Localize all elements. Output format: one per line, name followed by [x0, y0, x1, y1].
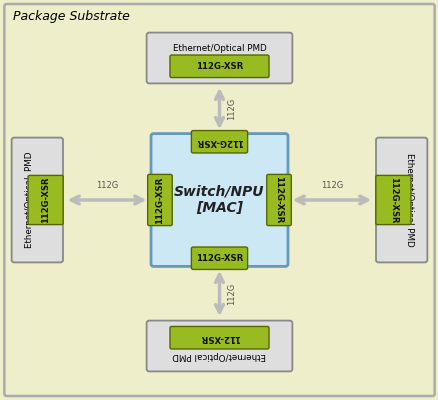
FancyBboxPatch shape — [170, 55, 268, 78]
Text: 112G: 112G — [227, 282, 236, 305]
Text: 112G-XSR: 112G-XSR — [195, 62, 243, 71]
FancyBboxPatch shape — [4, 4, 434, 396]
FancyBboxPatch shape — [12, 138, 63, 262]
Text: 112G-XSR: 112G-XSR — [41, 177, 50, 223]
Text: Ethernet/Optical PMD: Ethernet/Optical PMD — [172, 351, 266, 360]
Text: Switch/NPU
[MAC]: Switch/NPU [MAC] — [174, 185, 264, 215]
FancyBboxPatch shape — [266, 174, 291, 226]
FancyBboxPatch shape — [191, 247, 247, 270]
FancyBboxPatch shape — [146, 321, 292, 371]
Text: 112-XSR: 112-XSR — [199, 333, 239, 342]
FancyBboxPatch shape — [191, 130, 247, 153]
FancyBboxPatch shape — [151, 134, 287, 266]
FancyBboxPatch shape — [28, 175, 63, 225]
FancyBboxPatch shape — [147, 174, 172, 226]
Text: Ethernet/Optical PMD: Ethernet/Optical PMD — [172, 44, 266, 53]
Text: Package Substrate: Package Substrate — [13, 10, 130, 23]
Text: 112G: 112G — [320, 181, 343, 190]
Text: 112G-XSR: 112G-XSR — [195, 137, 243, 146]
Text: 112G: 112G — [227, 97, 236, 120]
Text: Ethernet/Optical  PMD: Ethernet/Optical PMD — [25, 152, 33, 248]
Text: 112G: 112G — [95, 181, 118, 190]
Text: Ethernet/Optical PMD: Ethernet/Optical PMD — [405, 153, 413, 247]
Text: 112G-XSR: 112G-XSR — [155, 176, 164, 224]
FancyBboxPatch shape — [375, 175, 410, 225]
FancyBboxPatch shape — [146, 33, 292, 84]
Text: 112G-XSR: 112G-XSR — [195, 254, 243, 263]
FancyBboxPatch shape — [375, 138, 427, 262]
Text: 112G-XSR: 112G-XSR — [274, 176, 283, 224]
Text: 112G-XSR: 112G-XSR — [388, 177, 397, 223]
FancyBboxPatch shape — [170, 326, 268, 349]
